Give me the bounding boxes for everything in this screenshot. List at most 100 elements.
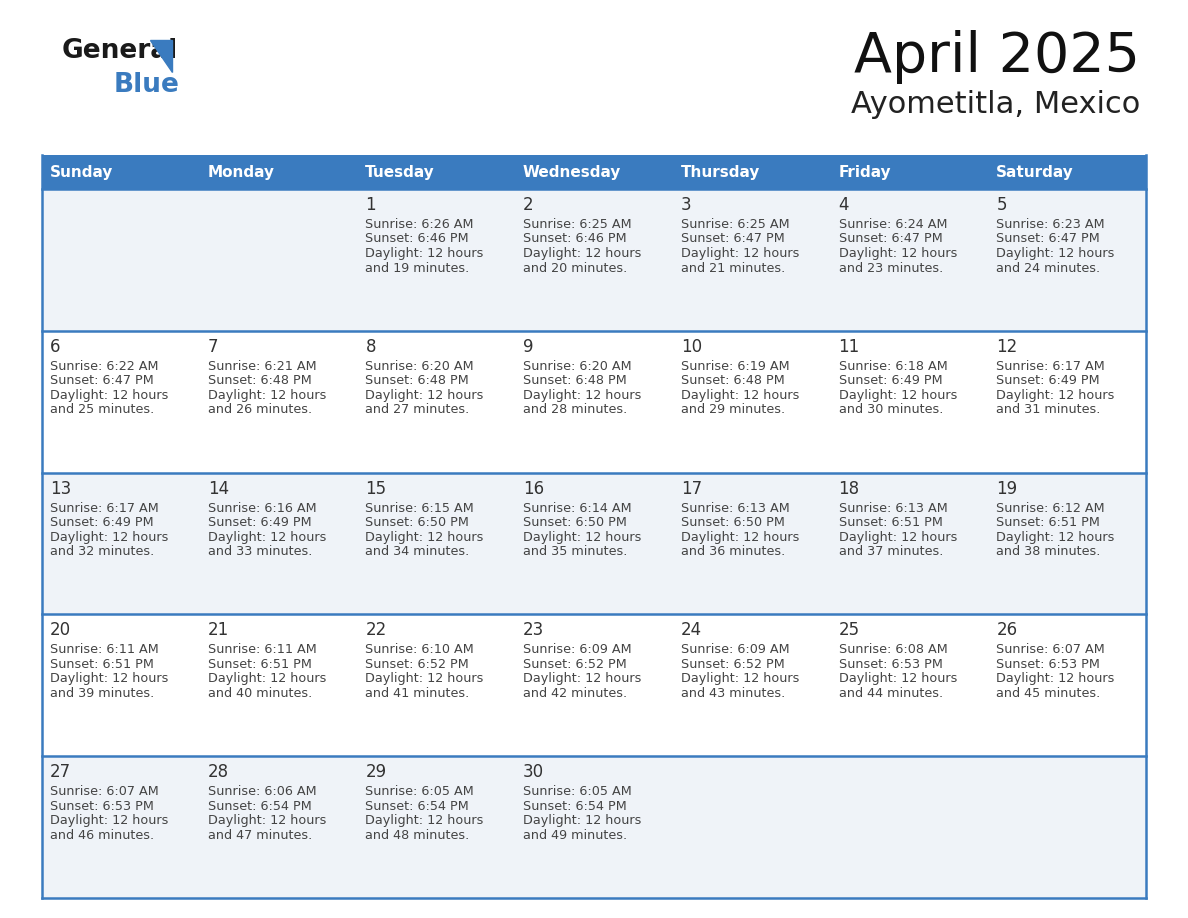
Text: Daylight: 12 hours: Daylight: 12 hours: [366, 531, 484, 543]
Text: Sunset: 6:54 PM: Sunset: 6:54 PM: [523, 800, 627, 812]
Bar: [42, 473, 200, 614]
Text: 13: 13: [50, 479, 71, 498]
Text: Sunset: 6:48 PM: Sunset: 6:48 PM: [208, 375, 311, 387]
Text: Sunset: 6:48 PM: Sunset: 6:48 PM: [366, 375, 469, 387]
Text: Sunset: 6:51 PM: Sunset: 6:51 PM: [997, 516, 1100, 529]
Text: Daylight: 12 hours: Daylight: 12 hours: [208, 672, 326, 686]
Text: Daylight: 12 hours: Daylight: 12 hours: [681, 247, 800, 260]
Text: Sunrise: 6:09 AM: Sunrise: 6:09 AM: [523, 644, 632, 656]
Bar: [830, 189, 988, 330]
Text: and 36 minutes.: and 36 minutes.: [681, 545, 785, 558]
Bar: [200, 155, 358, 189]
Text: Daylight: 12 hours: Daylight: 12 hours: [523, 247, 642, 260]
Text: Sunrise: 6:15 AM: Sunrise: 6:15 AM: [366, 501, 474, 515]
Text: Sunset: 6:54 PM: Sunset: 6:54 PM: [366, 800, 469, 812]
Text: Daylight: 12 hours: Daylight: 12 hours: [366, 814, 484, 827]
Text: Thursday: Thursday: [681, 164, 760, 180]
Text: and 45 minutes.: and 45 minutes.: [997, 687, 1100, 700]
Bar: [672, 330, 830, 473]
Text: 6: 6: [50, 338, 61, 356]
Bar: [988, 756, 1146, 898]
Text: 1: 1: [366, 196, 377, 214]
Text: Sunrise: 6:13 AM: Sunrise: 6:13 AM: [681, 501, 790, 515]
Bar: [516, 155, 672, 189]
Text: Sunset: 6:46 PM: Sunset: 6:46 PM: [523, 232, 627, 245]
Text: and 42 minutes.: and 42 minutes.: [523, 687, 627, 700]
Text: Sunset: 6:51 PM: Sunset: 6:51 PM: [208, 658, 311, 671]
Text: 29: 29: [366, 763, 386, 781]
Text: Sunrise: 6:14 AM: Sunrise: 6:14 AM: [523, 501, 632, 515]
Text: and 28 minutes.: and 28 minutes.: [523, 403, 627, 416]
Bar: [672, 155, 830, 189]
Text: and 31 minutes.: and 31 minutes.: [997, 403, 1100, 416]
Text: 4: 4: [839, 196, 849, 214]
Text: Sunrise: 6:25 AM: Sunrise: 6:25 AM: [681, 218, 790, 231]
Text: Sunset: 6:53 PM: Sunset: 6:53 PM: [839, 658, 942, 671]
Text: Daylight: 12 hours: Daylight: 12 hours: [366, 672, 484, 686]
Text: Sunset: 6:49 PM: Sunset: 6:49 PM: [997, 375, 1100, 387]
Bar: [516, 189, 672, 330]
Text: Sunrise: 6:10 AM: Sunrise: 6:10 AM: [366, 644, 474, 656]
Text: Daylight: 12 hours: Daylight: 12 hours: [839, 672, 958, 686]
Bar: [358, 614, 516, 756]
Text: Daylight: 12 hours: Daylight: 12 hours: [997, 672, 1114, 686]
Bar: [200, 330, 358, 473]
Text: Sunset: 6:47 PM: Sunset: 6:47 PM: [50, 375, 153, 387]
Text: Sunrise: 6:07 AM: Sunrise: 6:07 AM: [997, 644, 1105, 656]
Text: Daylight: 12 hours: Daylight: 12 hours: [50, 672, 169, 686]
Bar: [988, 155, 1146, 189]
Text: 8: 8: [366, 338, 375, 356]
Bar: [516, 330, 672, 473]
Text: and 29 minutes.: and 29 minutes.: [681, 403, 785, 416]
Text: Daylight: 12 hours: Daylight: 12 hours: [523, 672, 642, 686]
Text: Sunset: 6:52 PM: Sunset: 6:52 PM: [366, 658, 469, 671]
Text: Wednesday: Wednesday: [523, 164, 621, 180]
Bar: [830, 756, 988, 898]
Bar: [516, 473, 672, 614]
Text: Daylight: 12 hours: Daylight: 12 hours: [208, 814, 326, 827]
Text: Daylight: 12 hours: Daylight: 12 hours: [50, 531, 169, 543]
Text: 26: 26: [997, 621, 1017, 640]
Text: Daylight: 12 hours: Daylight: 12 hours: [681, 672, 800, 686]
Text: Saturday: Saturday: [997, 164, 1074, 180]
Text: Sunrise: 6:16 AM: Sunrise: 6:16 AM: [208, 501, 316, 515]
Text: Daylight: 12 hours: Daylight: 12 hours: [208, 531, 326, 543]
Text: Sunset: 6:50 PM: Sunset: 6:50 PM: [681, 516, 785, 529]
Text: Sunset: 6:49 PM: Sunset: 6:49 PM: [839, 375, 942, 387]
Text: 27: 27: [50, 763, 71, 781]
Text: 21: 21: [208, 621, 229, 640]
Text: 10: 10: [681, 338, 702, 356]
Text: 23: 23: [523, 621, 544, 640]
Text: and 23 minutes.: and 23 minutes.: [839, 262, 943, 274]
Text: 2: 2: [523, 196, 533, 214]
Text: and 48 minutes.: and 48 minutes.: [366, 829, 469, 842]
Text: 17: 17: [681, 479, 702, 498]
Text: Sunset: 6:51 PM: Sunset: 6:51 PM: [50, 658, 154, 671]
Bar: [200, 756, 358, 898]
Bar: [672, 473, 830, 614]
Text: Daylight: 12 hours: Daylight: 12 hours: [366, 389, 484, 402]
Text: Daylight: 12 hours: Daylight: 12 hours: [208, 389, 326, 402]
Text: Daylight: 12 hours: Daylight: 12 hours: [523, 814, 642, 827]
Text: and 34 minutes.: and 34 minutes.: [366, 545, 469, 558]
Text: Sunrise: 6:09 AM: Sunrise: 6:09 AM: [681, 644, 790, 656]
Text: and 43 minutes.: and 43 minutes.: [681, 687, 785, 700]
Text: 24: 24: [681, 621, 702, 640]
Text: Sunrise: 6:20 AM: Sunrise: 6:20 AM: [366, 360, 474, 373]
Bar: [516, 614, 672, 756]
Text: Daylight: 12 hours: Daylight: 12 hours: [997, 389, 1114, 402]
Bar: [200, 189, 358, 330]
Bar: [672, 614, 830, 756]
Text: Sunset: 6:52 PM: Sunset: 6:52 PM: [523, 658, 627, 671]
Bar: [42, 189, 200, 330]
Text: 18: 18: [839, 479, 860, 498]
Bar: [358, 189, 516, 330]
Text: and 46 minutes.: and 46 minutes.: [50, 829, 154, 842]
Text: Daylight: 12 hours: Daylight: 12 hours: [50, 814, 169, 827]
Text: Sunset: 6:49 PM: Sunset: 6:49 PM: [50, 516, 153, 529]
Text: 9: 9: [523, 338, 533, 356]
Text: and 25 minutes.: and 25 minutes.: [50, 403, 154, 416]
Text: 28: 28: [208, 763, 229, 781]
Text: Sunrise: 6:11 AM: Sunrise: 6:11 AM: [50, 644, 159, 656]
Text: Sunrise: 6:07 AM: Sunrise: 6:07 AM: [50, 785, 159, 798]
